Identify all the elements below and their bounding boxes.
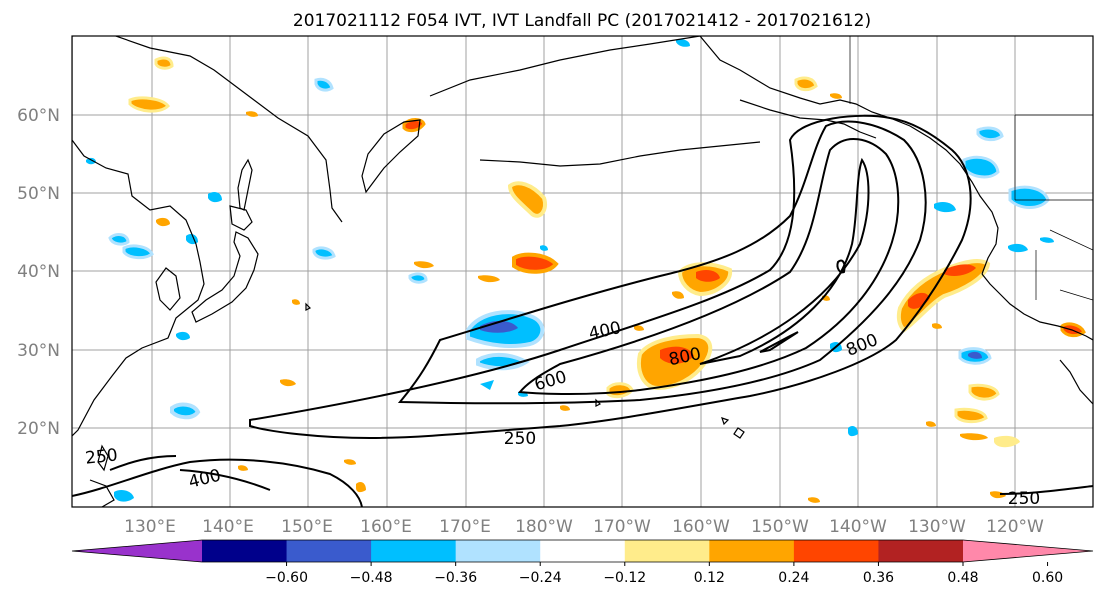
colorbar-segment (793, 540, 879, 562)
colorbar-segment (455, 540, 541, 562)
lon-label: 150°W (751, 517, 809, 537)
colorbar-tick-label: 0.12 (694, 570, 725, 586)
lon-label: 140°E (202, 517, 254, 537)
lon-label: 160°W (672, 517, 730, 537)
colorbar-extend-max (963, 540, 1093, 562)
map-frame (71, 35, 1094, 508)
colorbar-tick-label: −0.48 (350, 570, 393, 586)
lat-label: 30°N (17, 341, 60, 361)
colorbar-tick-label: −0.36 (434, 570, 477, 586)
colorbar-tick-label: −0.60 (265, 570, 308, 586)
colorbar-tick-label: 0.24 (778, 570, 809, 586)
colorbar-segment (624, 540, 710, 562)
colorbar-segment (202, 540, 288, 562)
lon-label: 120°W (986, 517, 1044, 537)
colorbar-segment (286, 540, 372, 562)
colorbar-tick-label: −0.24 (519, 570, 562, 586)
contour-label: 250 (84, 445, 118, 468)
lat-label: 60°N (17, 106, 60, 126)
latitude-labels: 60°N 50°N 40°N 30°N 20°N (17, 106, 60, 439)
map-title: 2017021112 F054 IVT, IVT Landfall PC (20… (293, 11, 871, 31)
coastlines (72, 36, 1093, 507)
colorbar-outline (71, 539, 1094, 563)
lon-label: 180°W (515, 517, 573, 537)
lon-label: 160°E (360, 517, 412, 537)
colorbar-segment (540, 540, 626, 562)
colorbar-segment (878, 540, 964, 562)
lon-label: 130°E (124, 517, 176, 537)
lon-label: 140°W (829, 517, 887, 537)
colorbar-tick-label: 0.36 (863, 570, 894, 586)
ivt-pc-shading (86, 39, 1086, 503)
lat-label: 40°N (17, 262, 60, 282)
contour-label: 250 (504, 429, 536, 449)
longitude-labels: 130°E 140°E 150°E 160°E 170°E 180°W 170°… (124, 517, 1044, 537)
lon-label: 150°E (281, 517, 333, 537)
borders (849, 36, 1093, 301)
ivt-contours (72, 114, 1093, 507)
contour-label: 250 (1008, 489, 1040, 509)
lon-label: 170°E (439, 517, 491, 537)
colorbar-tick-label: −0.12 (603, 570, 646, 586)
colorbar: −0.60 −0.48 −0.36 −0.24 −0.12 0.12 0.24 0.36 0.4… (71, 539, 1094, 586)
colorbar-tick-label: 0.48 (947, 570, 978, 586)
colorbar-segment (709, 540, 795, 562)
colorbar-segment (371, 540, 457, 562)
lat-label: 20°N (17, 419, 60, 439)
colorbar-extend-min (72, 540, 202, 562)
colorbar-tick-label: 0.60 (1032, 570, 1063, 586)
lat-label: 50°N (17, 184, 60, 204)
lon-label: 170°W (593, 517, 651, 537)
lon-label: 130°W (908, 517, 966, 537)
